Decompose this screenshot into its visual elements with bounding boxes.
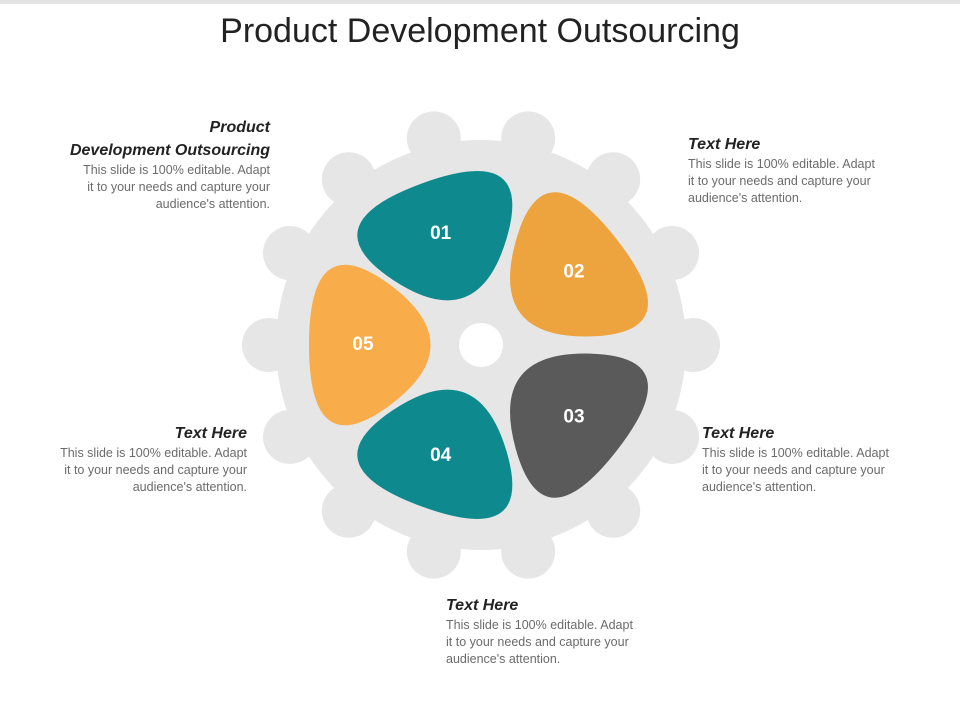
gear-tooth xyxy=(645,409,700,464)
gear-tooth xyxy=(321,152,376,207)
segment xyxy=(510,192,648,337)
segment xyxy=(308,264,431,426)
segment xyxy=(357,171,513,301)
callout-heading: Product xyxy=(209,119,270,136)
callout: Product Development Outsourcing This slide… xyxy=(30,116,270,213)
segment-number: 01 xyxy=(430,223,452,244)
callout-body: audience's attention. xyxy=(155,197,270,211)
callout-body: This slide is 100% editable. Adapt xyxy=(702,446,889,460)
gear-tooth xyxy=(262,409,317,464)
gear-tooth xyxy=(501,524,556,579)
callout-heading: Text Here xyxy=(446,597,519,614)
callout-body: it to your needs and capture your xyxy=(688,174,871,188)
segment-number: 03 xyxy=(563,407,584,428)
segment xyxy=(510,353,648,498)
callout-body: audience's attention. xyxy=(702,480,817,494)
callout-body: This slide is 100% editable. Adapt xyxy=(688,157,875,171)
title: Product Development Outsourcing xyxy=(220,12,740,50)
gear-tooth xyxy=(645,226,700,281)
callout-body: audience's attention. xyxy=(688,191,803,205)
segment xyxy=(357,389,513,519)
callout-heading: Text Here xyxy=(688,136,761,153)
callout-body: This slide is 100% editable. Adapt xyxy=(83,163,270,177)
callout-body: it to your needs and capture your xyxy=(64,463,247,477)
callout-heading: Text Here xyxy=(174,425,247,442)
callout-body: it to your needs and capture your xyxy=(446,635,629,649)
callout-heading: Development Outsourcing xyxy=(69,142,270,159)
callout: Text Here This slide is 100% editable. Ad… xyxy=(688,133,928,207)
callout-body: it to your needs and capture your xyxy=(87,180,270,194)
callout: Text Here This slide is 100% editable. Ad… xyxy=(7,422,247,496)
gear-tooth xyxy=(586,152,641,207)
segment-number: 02 xyxy=(563,261,584,282)
gear-tooth xyxy=(406,524,461,579)
gear-hole xyxy=(459,323,503,367)
callout-body: it to your needs and capture your xyxy=(702,463,885,477)
callout-heading: Text Here xyxy=(702,425,775,442)
callout-body: audience's attention. xyxy=(446,652,561,666)
segment-number: 05 xyxy=(352,334,374,355)
gear-tooth xyxy=(262,226,317,281)
callout: Text Here This slide is 100% editable. Ad… xyxy=(702,422,942,496)
gear-tooth xyxy=(666,318,720,372)
gear-tooth xyxy=(501,111,556,166)
gear-tooth xyxy=(242,318,296,372)
callout-body: This slide is 100% editable. Adapt xyxy=(446,618,633,632)
segment-number: 04 xyxy=(430,445,452,466)
gear-tooth xyxy=(406,111,461,166)
callout: Text Here This slide is 100% editable. Ad… xyxy=(446,594,686,668)
callout-body: audience's attention. xyxy=(132,480,247,494)
callout-body: This slide is 100% editable. Adapt xyxy=(60,446,247,460)
top-bar xyxy=(0,0,960,4)
gear-tooth xyxy=(321,483,376,538)
gear-tooth xyxy=(586,483,641,538)
